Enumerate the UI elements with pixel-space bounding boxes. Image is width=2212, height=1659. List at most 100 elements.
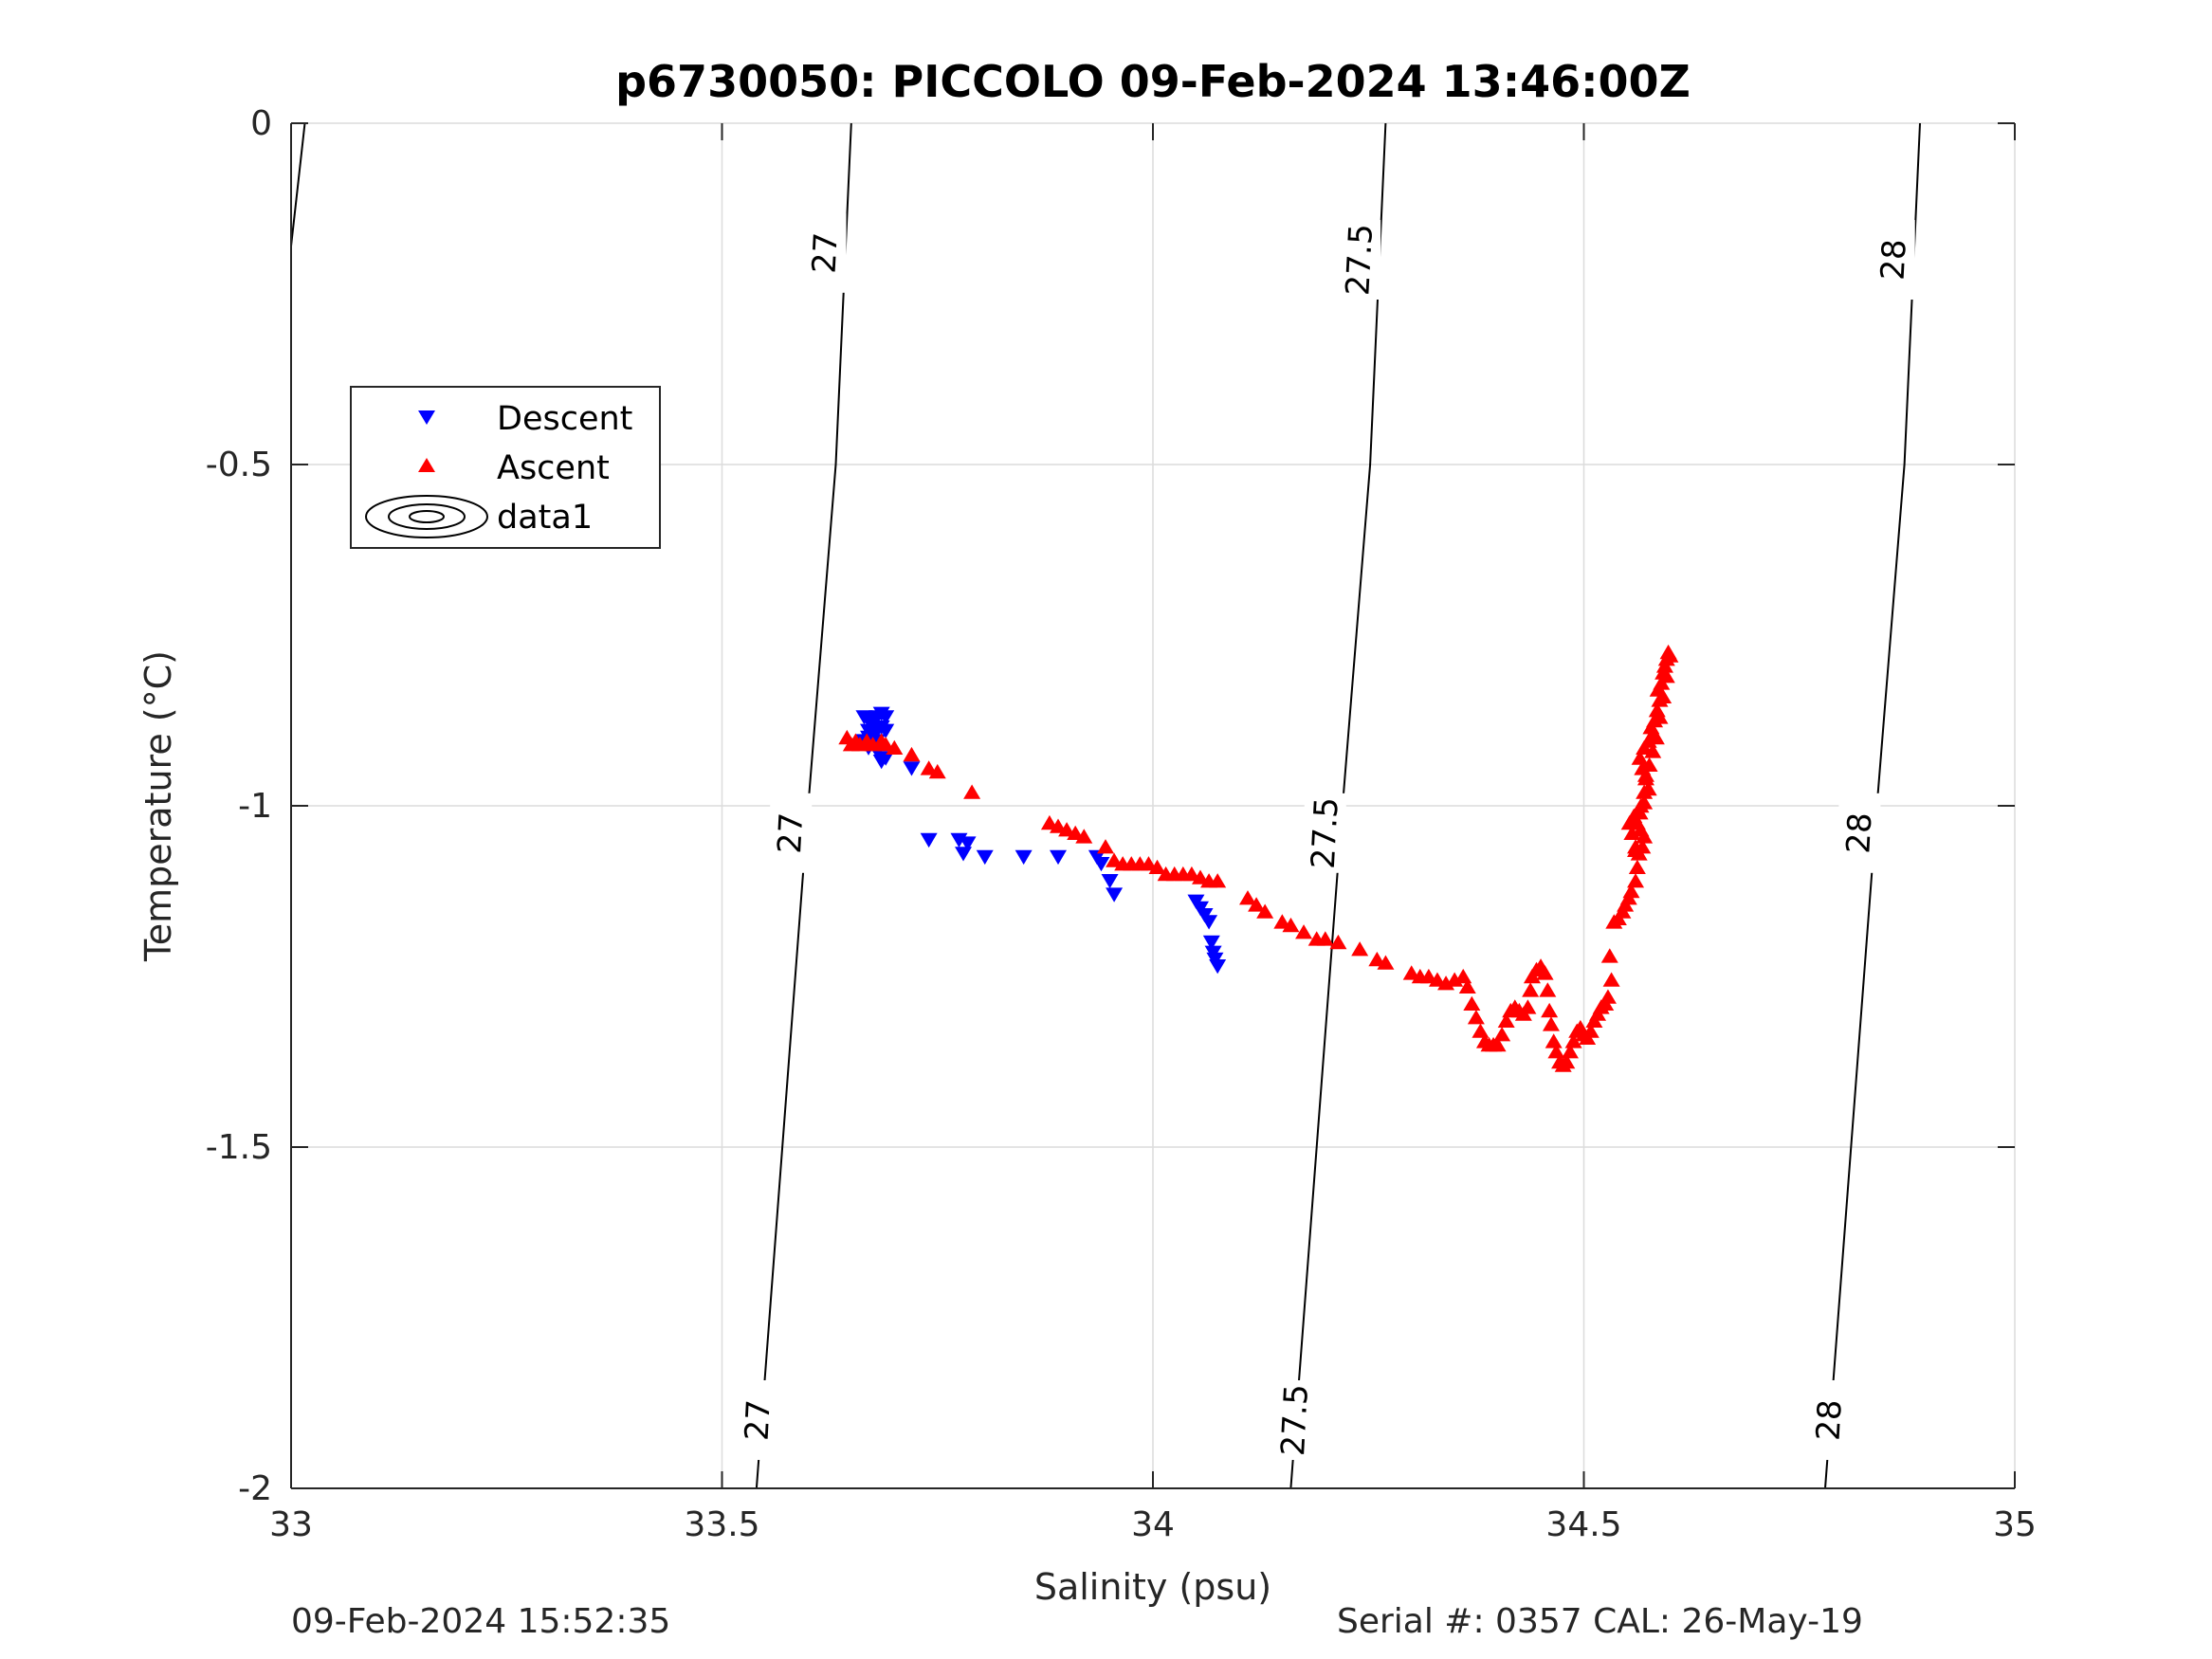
legend: Descent Ascent data1 (350, 386, 661, 549)
ascent-point (1522, 982, 1540, 997)
ascent-point (1602, 972, 1620, 987)
descent-point (1200, 915, 1218, 930)
contour-label: 27.5 (1274, 1383, 1316, 1457)
x-axis-label: Salinity (psu) (1034, 1566, 1271, 1608)
ascent-point (1558, 1053, 1576, 1069)
ascent-point (886, 739, 904, 755)
contour-label: 27 (739, 1398, 778, 1441)
ascent-point (1636, 771, 1654, 786)
descent-point (959, 836, 977, 851)
ascent-point (1539, 982, 1557, 997)
ascent-point (1316, 931, 1334, 946)
ascent-point (1256, 903, 1274, 919)
descent-point (1092, 857, 1110, 872)
ascent-point (1636, 784, 1654, 799)
density-contours: 27 27 27 27.5 27.5 27.5 28 28 28 (290, 122, 1921, 1489)
descent-point (1106, 887, 1124, 902)
ascent-point (1651, 709, 1669, 724)
ascent-point (1545, 1033, 1563, 1048)
y-axis-label: Temperature (°C) (137, 650, 179, 962)
ascent-point (1351, 941, 1369, 957)
x-tick-label: 35 (1993, 1505, 2037, 1544)
y-tick-label: -2 (238, 1469, 272, 1508)
footer-timestamp: 09-Feb-2024 15:52:35 (291, 1602, 671, 1641)
ascent-point (1467, 1010, 1485, 1025)
ascent-point (1377, 955, 1395, 970)
ascent-point (1489, 1036, 1507, 1052)
descent-point (1209, 959, 1227, 975)
grid (290, 122, 2016, 1489)
ascent-point (1497, 1012, 1515, 1028)
ascent-point (1493, 1027, 1511, 1042)
contour-label: 27.5 (1305, 796, 1346, 870)
ascent-point (1075, 829, 1093, 844)
ascent-point (1644, 743, 1662, 758)
ascent-point (1097, 839, 1115, 854)
descent-point (1015, 849, 1033, 866)
ascent-point (1581, 1023, 1600, 1038)
y-tick-label: -1 (238, 787, 272, 826)
ascent-point (903, 746, 921, 762)
legend-box (350, 386, 661, 549)
descent-point (1202, 935, 1220, 951)
contour-label-gap (804, 212, 847, 293)
descent-point (868, 723, 887, 738)
descent-point (955, 847, 973, 862)
ascent-point (1519, 999, 1537, 1014)
data-points (838, 644, 1679, 1072)
ascent-point (1628, 859, 1646, 874)
ascent-point (1564, 1033, 1582, 1048)
contour-label-gap (1873, 220, 1915, 300)
ascent-point (1561, 1044, 1579, 1059)
ascent-point (1282, 917, 1300, 933)
ascent-point (1600, 948, 1618, 963)
ascent-point (928, 763, 946, 779)
ascent-point (1209, 873, 1227, 888)
contour-label-gap (1304, 793, 1346, 873)
ascent-point (1458, 978, 1476, 994)
ascent-point (1463, 995, 1481, 1011)
descent-point (920, 832, 938, 848)
x-tick-label: 34 (1131, 1505, 1175, 1544)
ascent-point (1647, 729, 1665, 745)
ascent-point (1541, 1002, 1559, 1018)
axes: 33 33.5 34 34.5 35 0 -0.5 -1 -1.5 -2 (206, 104, 2037, 1544)
legend-descent-label: Descent (497, 400, 632, 438)
ascent-point (963, 784, 981, 799)
contour-label: 27.5 (1339, 223, 1380, 297)
contour-line-27 (755, 122, 852, 1489)
y-tick-label: 0 (250, 104, 272, 143)
x-tick-label: 33.5 (684, 1505, 759, 1544)
ascent-point (1661, 647, 1679, 663)
ascent-point (1631, 750, 1649, 765)
descent-point (903, 761, 921, 776)
contour-label-gap (1339, 220, 1381, 300)
x-tick-label: 33 (269, 1505, 313, 1544)
legend-ascent-label: Ascent (497, 449, 610, 487)
descent-point (1101, 874, 1119, 889)
ascent-point (1627, 873, 1645, 888)
ascent-point (1148, 859, 1166, 874)
ascent-point (1654, 688, 1673, 703)
ascent-point (1632, 797, 1650, 813)
contour-label: 28 (1874, 238, 1914, 281)
contour-label-gap (770, 793, 813, 873)
contour-label: 28 (1809, 1398, 1849, 1441)
contour-line-26-5 (290, 122, 306, 246)
footer-serial-cal: Serial #: 0357 CAL: 26-May-19 (1337, 1602, 1863, 1641)
contour-label: 27 (771, 811, 811, 854)
contour-label-gap (1273, 1380, 1316, 1460)
chart-title: p6730050: PICCOLO 09-Feb-2024 13:46:00Z (615, 56, 1691, 107)
descent-point (1050, 849, 1068, 866)
legend-contour-label: data1 (497, 499, 593, 537)
ascent-point (1622, 883, 1640, 899)
ascent-point (1657, 668, 1675, 684)
ascent-point (1547, 1044, 1565, 1059)
contour-label-gap (1808, 1380, 1851, 1460)
legend-contour-marker (365, 495, 488, 538)
contour-label-gap (1838, 793, 1881, 873)
ascent-point (1636, 829, 1654, 844)
y-tick-label: -0.5 (206, 446, 272, 484)
ascent-point (1640, 757, 1658, 772)
